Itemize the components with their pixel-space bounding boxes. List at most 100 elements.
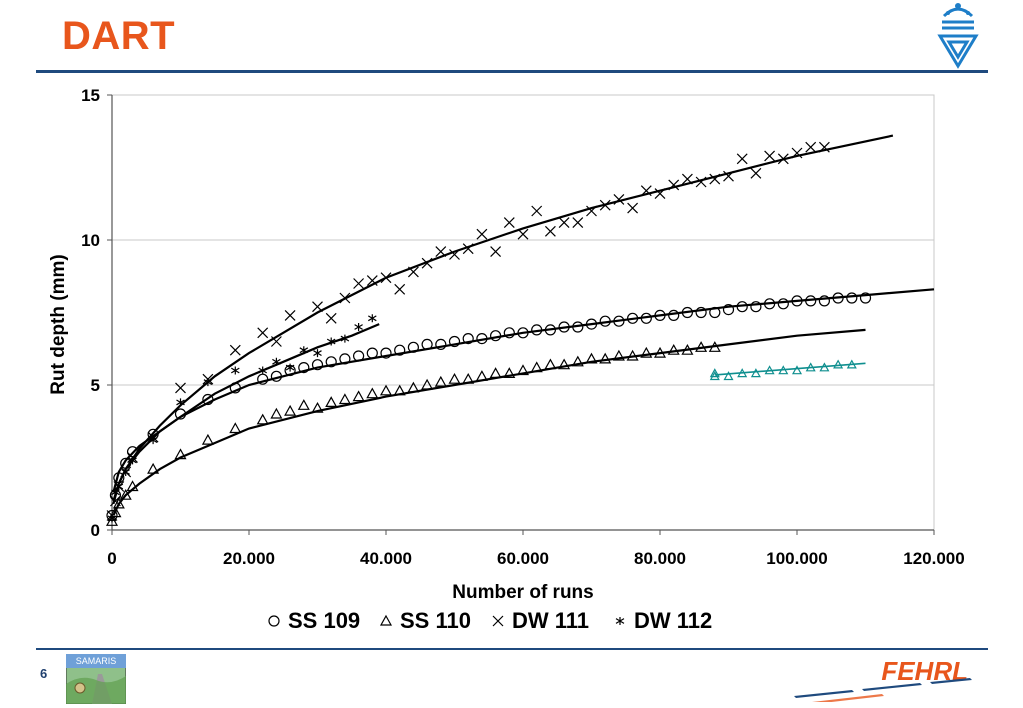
data-point-circle — [722, 304, 735, 316]
data-point-asterisk — [121, 468, 131, 476]
data-point-circle — [448, 335, 461, 348]
data-point-triangle — [352, 390, 365, 402]
data-point-triangle — [833, 359, 844, 369]
legend-entry-label: DW 111 — [512, 608, 589, 633]
data-point-triangle — [119, 488, 132, 500]
data-point-triangle — [681, 343, 694, 355]
data-point-x — [462, 243, 474, 255]
page-number: 6 — [40, 666, 48, 681]
data-point-triangle — [737, 368, 748, 378]
data-point-asterisk — [111, 488, 120, 497]
data-point-triangle — [126, 480, 139, 492]
data-point-asterisk — [285, 363, 295, 372]
data-point-triangle — [105, 515, 119, 526]
data-point-x — [110, 495, 121, 507]
data-point-x — [339, 292, 351, 304]
trend-line — [112, 288, 935, 493]
data-point-asterisk — [230, 366, 240, 375]
data-markers — [105, 141, 872, 526]
y-axis-title: Rut depth (mm) — [48, 254, 69, 394]
data-point-x — [791, 147, 803, 159]
data-point-x — [805, 141, 817, 153]
data-point-circle — [421, 338, 433, 350]
data-point-x — [325, 312, 337, 324]
trend-line — [112, 323, 380, 505]
data-point-circle — [270, 370, 282, 382]
data-point-triangle — [489, 367, 502, 378]
data-point-asterisk — [272, 357, 281, 366]
data-point-triangle — [778, 365, 789, 375]
axes — [107, 94, 935, 535]
data-point-circle — [503, 327, 515, 339]
gridlines — [111, 94, 935, 531]
data-point-x — [492, 615, 504, 627]
data-point-triangle — [421, 378, 434, 390]
data-point-asterisk — [313, 349, 322, 358]
data-point-triangle — [846, 359, 857, 369]
data-point-x — [558, 217, 570, 229]
data-point-x — [750, 167, 762, 179]
trend-line — [112, 134, 894, 502]
data-point-triangle — [407, 381, 420, 393]
data-point-triangle — [284, 404, 297, 416]
data-point-x — [284, 309, 296, 321]
data-point-asterisk — [340, 334, 350, 343]
data-point-circle — [572, 321, 584, 333]
data-point-triangle — [379, 614, 393, 626]
data-point-asterisk — [128, 456, 137, 465]
data-point-triangle — [585, 352, 598, 364]
fehrl-logo: FEHRL — [794, 656, 972, 702]
data-point-circle — [859, 292, 872, 304]
data-point-triangle — [558, 358, 571, 370]
data-point-asterisk — [367, 314, 377, 323]
data-point-circle — [517, 327, 529, 339]
data-point-circle — [791, 295, 803, 307]
tick-labels: 0 20.000 40.000 60.000 80.000 100.000 120.000 0… — [81, 86, 965, 568]
crown-shield-icon — [937, 3, 979, 69]
data-point-triangle — [612, 349, 625, 361]
data-point-triangle — [640, 346, 653, 358]
data-point-triangle — [503, 367, 516, 378]
x-tick-label: 120.000 — [903, 549, 964, 568]
data-point-x — [353, 278, 365, 289]
y-tick-label: 15 — [81, 86, 100, 105]
data-point-triangle — [571, 355, 584, 367]
data-point-triangle — [256, 413, 269, 425]
data-point-triangle — [516, 364, 530, 376]
data-point-circle — [202, 393, 214, 406]
data-point-triangle — [475, 370, 488, 381]
data-point-triangle — [791, 365, 803, 375]
trend-lines — [112, 134, 935, 516]
data-point-asterisk — [258, 366, 268, 375]
x-tick-label: 100.000 — [766, 549, 827, 568]
data-point-circle — [229, 382, 241, 394]
data-point-triangle — [338, 393, 351, 405]
data-point-asterisk — [148, 436, 158, 445]
data-point-x — [640, 185, 652, 197]
data-point-x — [709, 173, 721, 185]
data-point-circle — [805, 295, 817, 307]
data-point-circle — [257, 373, 269, 385]
data-point-circle — [668, 309, 680, 321]
data-point-asterisk — [615, 617, 625, 625]
data-point-circle — [832, 292, 844, 304]
data-point-x — [586, 205, 597, 217]
data-point-circle — [763, 298, 776, 310]
x-tick-label: 20.000 — [223, 549, 275, 568]
data-point-circle — [325, 356, 337, 368]
data-point-circle — [311, 359, 324, 371]
data-point-triangle — [147, 462, 160, 474]
data-point-x — [777, 153, 789, 165]
data-point-triangle — [297, 399, 310, 410]
data-point-triangle — [708, 341, 721, 352]
trend-line — [714, 362, 866, 376]
data-point-circle — [681, 306, 694, 319]
data-point-circle — [435, 338, 447, 350]
data-point-triangle — [805, 362, 816, 372]
data-point-x — [312, 301, 323, 313]
data-point-triangle — [366, 387, 379, 399]
data-point-circle — [736, 301, 748, 313]
data-point-x — [764, 150, 776, 162]
data-point-circle — [174, 408, 187, 420]
data-point-triangle — [723, 371, 734, 381]
